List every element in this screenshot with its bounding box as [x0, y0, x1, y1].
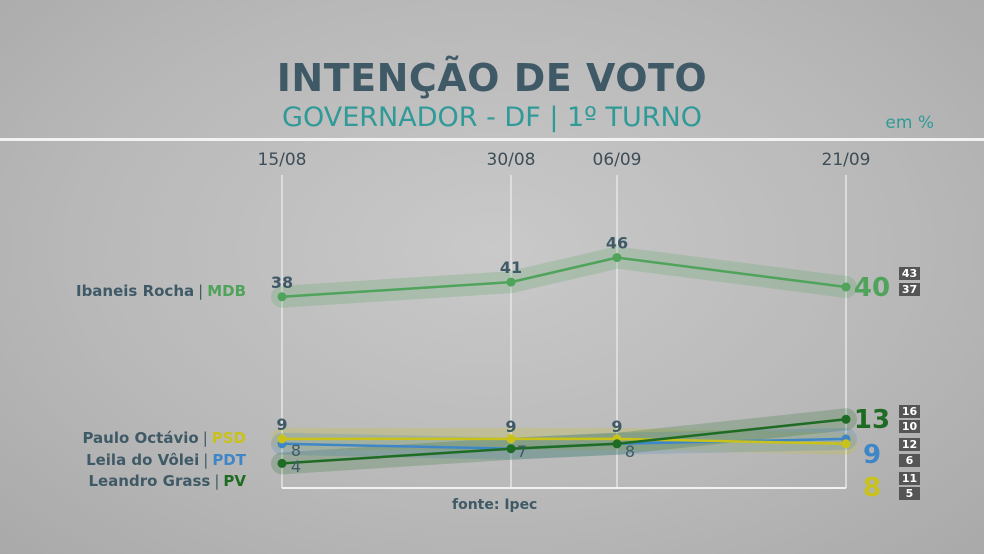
- chart-title: INTENÇÃO DE VOTO: [276, 56, 708, 100]
- range-low-paulo: 5: [899, 487, 920, 500]
- data-label-paulo-3: 8: [863, 473, 881, 503]
- candidate-name: Leandro Grass: [88, 472, 211, 490]
- data-label-ibaneis-0: 38: [271, 273, 293, 292]
- data-label-paulo-0: 9: [276, 415, 287, 434]
- data-point-0-2: [612, 253, 622, 263]
- range-high-leila: 12: [899, 438, 920, 451]
- range-high-paulo: 11: [899, 472, 920, 485]
- unit-label: em %: [885, 113, 934, 133]
- party-name: MDB: [207, 282, 246, 300]
- data-label-paulo-1: 9: [505, 417, 516, 436]
- candidate-label-leandro: Leandro Grass | PV: [88, 472, 246, 490]
- date-label-1: 30/08: [486, 150, 536, 170]
- data-label-leila-1: 7: [517, 442, 527, 461]
- chart-subtitle: GOVERNADOR - DF | 1º TURNO: [282, 102, 702, 133]
- data-point-1-0: [277, 434, 287, 444]
- data-label-leila-2: 8: [625, 442, 635, 461]
- range-low-leandro: 10: [899, 420, 920, 433]
- candidate-name: Ibaneis Rocha: [75, 282, 195, 300]
- candidate-label-leila: Leila do Vôlei | PDT: [86, 451, 246, 469]
- data-point-3-3: [841, 414, 851, 424]
- date-label-2: 06/09: [592, 150, 642, 170]
- candidate-label-ibaneis: Ibaneis Rocha | MDB: [75, 282, 246, 300]
- party-name: PSD: [211, 429, 246, 447]
- candidate-label-paulo: Paulo Octávio | PSD: [82, 429, 246, 447]
- data-label-leandro-3: 13: [854, 405, 890, 435]
- data-label-ibaneis-3: 40: [854, 273, 890, 303]
- data-label-leandro-0: 4: [291, 457, 301, 476]
- candidate-name: Leila do Vôlei: [86, 451, 200, 469]
- series-line-3: [281, 418, 847, 465]
- data-label-leila-0: 8: [291, 441, 301, 460]
- series-line-1: [282, 437, 847, 446]
- data-point-0-3: [841, 282, 851, 292]
- range-high-leandro: 16: [899, 405, 920, 418]
- date-label-3: 21/09: [821, 150, 871, 170]
- data-point-0-1: [506, 277, 516, 287]
- range-low-leila: 6: [899, 454, 920, 467]
- header-divider: [0, 138, 984, 141]
- party-name: PV: [223, 472, 246, 490]
- party-name: PDT: [212, 451, 246, 469]
- candidate-name: Paulo Octávio: [82, 429, 199, 447]
- data-label-paulo-2: 9: [611, 417, 622, 436]
- data-label-leila-3: 9: [863, 440, 881, 470]
- data-point-3-1: [506, 444, 516, 454]
- range-high-ibaneis: 43: [899, 267, 920, 280]
- source-label: fonte: Ipec: [452, 497, 538, 513]
- data-point-1-3: [841, 439, 851, 449]
- range-low-ibaneis: 37: [899, 283, 920, 296]
- data-point-0-0: [277, 292, 287, 302]
- date-label-0: 15/08: [257, 150, 307, 170]
- series-line-0: [281, 256, 847, 299]
- data-point-1-1: [506, 434, 516, 444]
- data-label-ibaneis-1: 41: [500, 258, 522, 277]
- data-label-ibaneis-2: 46: [606, 234, 628, 253]
- data-point-3-2: [612, 439, 622, 449]
- data-point-3-0: [277, 458, 287, 468]
